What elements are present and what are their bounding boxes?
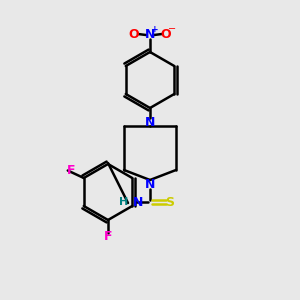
Text: N: N (145, 178, 155, 190)
Text: −: − (168, 24, 176, 34)
Text: +: + (151, 26, 159, 34)
Text: H: H (119, 197, 128, 207)
Text: O: O (161, 28, 171, 40)
Text: S: S (166, 196, 175, 208)
Text: O: O (129, 28, 139, 40)
Text: N: N (133, 196, 143, 208)
Text: N: N (145, 28, 155, 41)
Text: N: N (145, 116, 155, 128)
Text: F: F (67, 164, 75, 177)
Text: F: F (104, 230, 112, 242)
